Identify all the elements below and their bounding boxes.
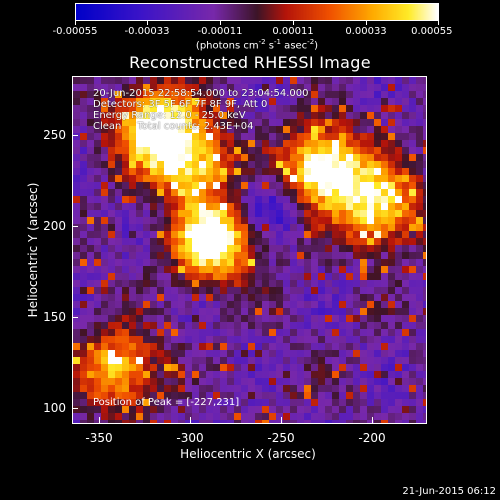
clean-counts-label: Clean Total counts: 2.43E+04 <box>93 121 254 132</box>
y-tick-label: 150 <box>43 310 66 324</box>
render-timestamp: 21-Jun-2015 06:12 <box>402 486 496 497</box>
y-tick-label: 100 <box>43 401 66 415</box>
plot-title: Reconstructed RHESSI Image <box>129 53 371 72</box>
colorbar-unit-label: (photons cm-2 s-1 asec-2) <box>195 38 319 52</box>
x-axis-tick <box>190 417 191 423</box>
colorbar-tick <box>293 21 294 25</box>
x-tick-label: -200 <box>358 431 386 445</box>
x-axis-tick <box>372 417 373 423</box>
y-axis-tick <box>72 408 78 409</box>
y-axis-tick <box>72 226 78 227</box>
colorbar-gradient <box>76 4 438 20</box>
colorbar <box>75 3 439 21</box>
y-axis-tick <box>72 317 78 318</box>
colorbar-tick-label: -0.00055 <box>52 26 98 37</box>
y-axis-label: Heliocentric Y (arcsec) <box>26 182 40 318</box>
colorbar-tick-label: -0.00011 <box>197 26 243 37</box>
rhessi-image <box>73 77 426 423</box>
x-tick-label: -350 <box>85 431 113 445</box>
colorbar-tick <box>220 21 221 25</box>
time-range-label: 20-Jun-2015 22:58:54.000 to 23:04:54.000 <box>93 88 309 99</box>
y-tick-label: 200 <box>43 219 66 233</box>
x-axis-label: Heliocentric X (arcsec) <box>180 447 316 461</box>
y-tick-label: 250 <box>43 128 66 142</box>
colorbar-tick <box>147 21 148 25</box>
colorbar-tick <box>366 21 367 25</box>
colorbar-tick-label: 0.00055 <box>411 26 453 37</box>
colorbar-tick <box>438 21 439 25</box>
detectors-label: Detectors: 3F 5F 6F 7F 8F 9F, Att 0 <box>93 99 268 110</box>
x-tick-label: -250 <box>267 431 295 445</box>
image-plot-area: 20-Jun-2015 22:58:54.000 to 23:04:54.000… <box>72 76 427 424</box>
colorbar-tick <box>75 21 76 25</box>
x-axis-tick <box>281 417 282 423</box>
colorbar-tick-label: 0.00033 <box>345 26 387 37</box>
colorbar-tick-label: -0.00033 <box>124 26 170 37</box>
y-axis-tick <box>72 135 78 136</box>
colorbar-tick-label: 0.00011 <box>272 26 314 37</box>
peak-position-label: Position of Peak = [-227,231] <box>93 397 240 408</box>
x-tick-label: -300 <box>176 431 204 445</box>
x-axis-tick <box>99 417 100 423</box>
energy-range-label: Energy Range: 12.0 - 25.0 keV <box>93 110 246 121</box>
